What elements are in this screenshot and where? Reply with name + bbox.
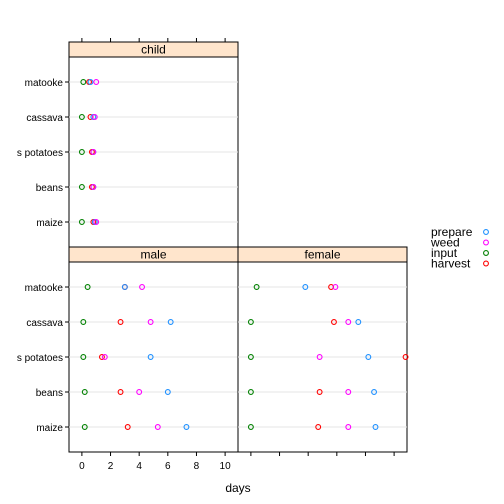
point-prepare	[372, 424, 379, 430]
x-tick-label: 10	[220, 461, 232, 472]
point-weed	[90, 184, 97, 190]
point-weed	[93, 219, 100, 225]
category-label: s potatoes	[17, 353, 63, 364]
point-harvest	[117, 319, 124, 325]
point-harvest	[316, 389, 323, 395]
point-input	[247, 389, 254, 395]
point-weed	[139, 284, 145, 290]
point-input	[247, 424, 254, 430]
point-weed	[90, 149, 97, 155]
point-weed	[101, 354, 108, 360]
point-weed	[345, 424, 352, 430]
point-input	[80, 319, 87, 325]
category-label: cassava	[26, 318, 63, 329]
category-label: cassava	[26, 113, 63, 124]
category-label: s potatoes	[17, 148, 63, 159]
point-weed	[91, 114, 98, 120]
category-label: maize	[36, 423, 63, 434]
x-tick-label: 2	[108, 461, 114, 472]
point-prepare	[365, 354, 372, 360]
category-label: matooke	[25, 78, 64, 89]
point-input	[81, 424, 88, 430]
point-input	[247, 319, 254, 325]
point-input	[78, 114, 85, 120]
x-tick-label: 6	[165, 461, 171, 472]
legend-label-harvest: harvest	[431, 257, 471, 271]
point-input	[81, 389, 88, 395]
strip-label-child: child	[141, 43, 166, 57]
point-prepare	[371, 389, 378, 395]
point-harvest	[402, 354, 409, 360]
x-tick-label: 8	[194, 461, 200, 472]
point-input	[78, 219, 85, 225]
legend-marker-harvest	[483, 260, 489, 267]
point-weed	[147, 319, 154, 325]
x-axis-label: days	[225, 481, 250, 495]
point-weed	[93, 79, 100, 85]
strip-label-male: male	[140, 248, 166, 262]
legend-marker-prepare	[483, 229, 489, 235]
category-label: maize	[36, 218, 63, 229]
point-input	[253, 284, 260, 290]
category-label: beans	[36, 183, 63, 194]
x-tick-label: 4	[136, 461, 142, 472]
legend-label-prepare: prepare	[431, 225, 473, 239]
point-prepare	[355, 319, 362, 325]
legend-marker-input	[483, 250, 489, 256]
point-input	[84, 284, 91, 290]
point-prepare	[167, 319, 174, 325]
legend-label-input: input	[431, 246, 458, 260]
strip-label-female: female	[304, 248, 340, 262]
point-prepare	[121, 284, 128, 290]
point-weed	[136, 389, 143, 395]
legend-label-weed: weed	[430, 236, 460, 250]
point-weed	[345, 319, 352, 325]
category-label: matooke	[25, 283, 64, 294]
point-prepare	[164, 389, 171, 395]
legend-marker-weed	[483, 239, 489, 246]
x-tick-label: 0	[79, 461, 85, 472]
point-weed	[154, 424, 161, 430]
point-harvest	[331, 319, 337, 325]
point-input	[78, 184, 85, 190]
point-weed	[316, 354, 323, 360]
category-label: beans	[36, 388, 63, 399]
panel-child: child maize beans s potatoes cassava matooke	[17, 38, 239, 248]
point-harvest	[98, 354, 105, 360]
point-input	[247, 354, 254, 360]
panel-male: male maize beans s potatoes cassava matooke	[17, 246, 239, 453]
point-harvest	[117, 389, 124, 395]
point-prepare	[87, 79, 94, 85]
point-weed	[332, 284, 339, 290]
point-prepare	[147, 354, 154, 360]
point-weed	[345, 389, 352, 395]
x-axis: 0 2 4 6 8 10	[79, 452, 395, 472]
panel-female: female	[237, 246, 409, 453]
point-input	[78, 149, 85, 155]
point-input	[80, 79, 87, 85]
point-harvest	[315, 424, 322, 430]
point-harvest	[124, 424, 131, 430]
point-input	[80, 354, 87, 360]
point-prepare	[302, 284, 309, 290]
point-prepare	[183, 424, 190, 430]
